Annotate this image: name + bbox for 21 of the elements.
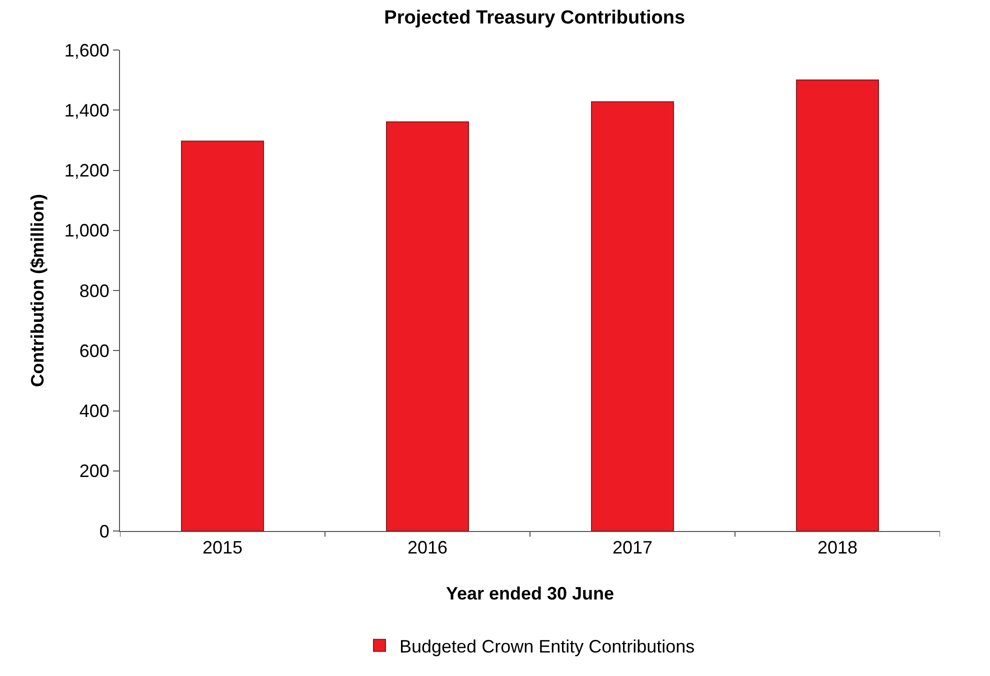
y-tick-label: 1,600 — [64, 40, 110, 60]
y-tick-label: 1,200 — [64, 160, 110, 181]
x-tick-label: 2015 — [202, 538, 243, 558]
x-tick-label: 2016 — [407, 538, 448, 558]
y-tick-label: 1,000 — [64, 220, 110, 241]
legend-label: Budgeted Crown Entity Contributions — [400, 636, 695, 656]
y-tick-label: 1,400 — [64, 100, 110, 120]
x-tick-label: 2017 — [612, 538, 653, 558]
y-axis-title: Contribution ($million) — [28, 194, 48, 387]
chart-title: Projected Treasury Contributions — [384, 7, 686, 28]
bar — [591, 101, 674, 531]
bar — [796, 80, 879, 531]
x-axis-title: Year ended 30 June — [446, 584, 614, 604]
y-tick-label: 800 — [79, 280, 110, 301]
bar — [386, 121, 469, 531]
y-tick-label: 400 — [79, 401, 110, 422]
y-tick-label: 200 — [79, 461, 110, 482]
y-tick-label: 0 — [99, 521, 110, 542]
x-tick-label: 2018 — [817, 538, 858, 558]
y-tick-label: 600 — [79, 340, 110, 361]
bar — [181, 140, 264, 531]
